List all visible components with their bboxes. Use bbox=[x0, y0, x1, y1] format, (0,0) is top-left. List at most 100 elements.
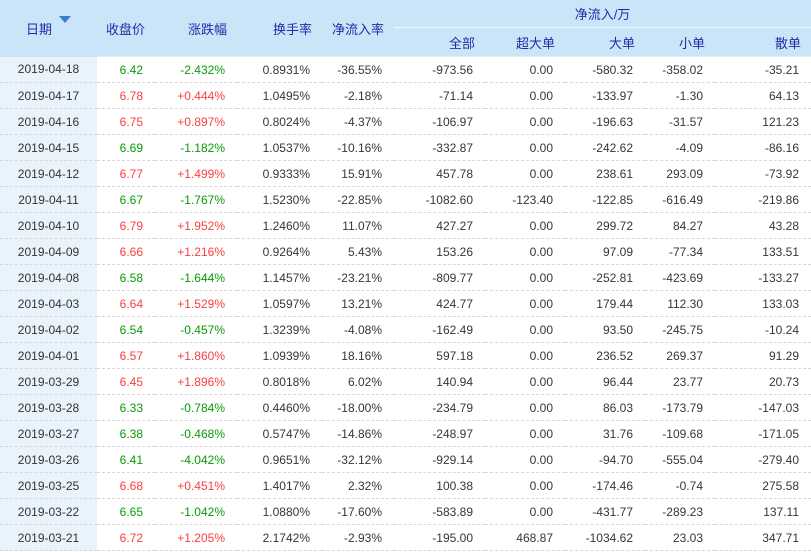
table-row: 2019-03-21 6.72 +1.205% 2.1742% -2.93% -… bbox=[0, 524, 811, 551]
change-percent-cell: -0.468% bbox=[155, 420, 237, 447]
date-cell: 2019-04-08 bbox=[0, 264, 97, 291]
change-percent-cell: -0.457% bbox=[155, 316, 237, 343]
close-price-cell: 6.57 bbox=[97, 342, 155, 369]
inflow-large-cell: -94.70 bbox=[565, 446, 645, 473]
inflow-all-cell: 457.78 bbox=[394, 160, 485, 187]
inflow-super-large-cell: 0.00 bbox=[485, 446, 565, 473]
inflow-retail-cell: -133.27 bbox=[715, 264, 811, 291]
net-inflow-rate-cell: -22.85% bbox=[322, 186, 394, 213]
inflow-small-cell: -1.30 bbox=[645, 82, 715, 109]
inflow-retail-cell: -147.03 bbox=[715, 394, 811, 421]
change-percent-cell: -1.767% bbox=[155, 186, 237, 213]
close-price-cell: 6.78 bbox=[97, 82, 155, 109]
change-percent-cell: +1.205% bbox=[155, 524, 237, 551]
inflow-large-cell: -174.46 bbox=[565, 472, 645, 499]
inflow-super-large-cell: 0.00 bbox=[485, 290, 565, 317]
date-cell: 2019-04-16 bbox=[0, 108, 97, 135]
date-cell: 2019-04-18 bbox=[0, 56, 97, 83]
inflow-retail-cell: -219.86 bbox=[715, 186, 811, 213]
header-net-inflow-group: 净流入/万 bbox=[394, 0, 811, 28]
turnover-rate-cell: 1.3239% bbox=[237, 316, 322, 343]
inflow-super-large-cell: 0.00 bbox=[485, 82, 565, 109]
close-price-cell: 6.75 bbox=[97, 108, 155, 135]
table-row: 2019-04-15 6.69 -1.182% 1.0537% -10.16% … bbox=[0, 134, 811, 161]
inflow-super-large-cell: 0.00 bbox=[485, 56, 565, 83]
inflow-retail-cell: 275.58 bbox=[715, 472, 811, 499]
inflow-all-cell: -583.89 bbox=[394, 498, 485, 525]
close-price-cell: 6.77 bbox=[97, 160, 155, 187]
date-cell: 2019-04-15 bbox=[0, 134, 97, 161]
change-percent-cell: +0.451% bbox=[155, 472, 237, 499]
header-inflow-super: 超大单 bbox=[485, 27, 565, 57]
net-inflow-rate-cell: 18.16% bbox=[322, 342, 394, 369]
turnover-rate-cell: 1.1457% bbox=[237, 264, 322, 291]
turnover-rate-cell: 1.0880% bbox=[237, 498, 322, 525]
header-inflow-retail: 散单 bbox=[715, 27, 811, 57]
inflow-retail-cell: 137.11 bbox=[715, 498, 811, 525]
inflow-super-large-cell: 0.00 bbox=[485, 264, 565, 291]
net-inflow-rate-cell: 5.43% bbox=[322, 238, 394, 265]
header-date-sort[interactable]: 日期 bbox=[0, 0, 97, 57]
inflow-large-cell: -122.85 bbox=[565, 186, 645, 213]
change-percent-cell: -1.042% bbox=[155, 498, 237, 525]
inflow-retail-cell: -279.40 bbox=[715, 446, 811, 473]
change-percent-cell: +1.896% bbox=[155, 368, 237, 395]
turnover-rate-cell: 0.9264% bbox=[237, 238, 322, 265]
date-cell: 2019-04-02 bbox=[0, 316, 97, 343]
net-inflow-rate-cell: -10.16% bbox=[322, 134, 394, 161]
close-price-cell: 6.58 bbox=[97, 264, 155, 291]
change-percent-cell: +1.499% bbox=[155, 160, 237, 187]
table-row: 2019-04-11 6.67 -1.767% 1.5230% -22.85% … bbox=[0, 186, 811, 213]
header-inflow-large: 大单 bbox=[565, 27, 645, 57]
inflow-large-cell: -242.62 bbox=[565, 134, 645, 161]
inflow-super-large-cell: 0.00 bbox=[485, 394, 565, 421]
inflow-super-large-cell: 0.00 bbox=[485, 342, 565, 369]
inflow-small-cell: -555.04 bbox=[645, 446, 715, 473]
inflow-super-large-cell: 0.00 bbox=[485, 420, 565, 447]
date-cell: 2019-03-28 bbox=[0, 394, 97, 421]
inflow-retail-cell: -73.92 bbox=[715, 160, 811, 187]
inflow-small-cell: -423.69 bbox=[645, 264, 715, 291]
change-percent-cell: -4.042% bbox=[155, 446, 237, 473]
close-price-cell: 6.66 bbox=[97, 238, 155, 265]
date-cell: 2019-03-22 bbox=[0, 498, 97, 525]
inflow-all-cell: 424.77 bbox=[394, 290, 485, 317]
inflow-super-large-cell: 0.00 bbox=[485, 238, 565, 265]
table-row: 2019-04-12 6.77 +1.499% 0.9333% 15.91% 4… bbox=[0, 160, 811, 187]
header-inflow-small: 小单 bbox=[645, 27, 715, 57]
inflow-all-cell: -929.14 bbox=[394, 446, 485, 473]
net-inflow-rate-cell: -14.86% bbox=[322, 420, 394, 447]
close-price-cell: 6.69 bbox=[97, 134, 155, 161]
table-row: 2019-04-10 6.79 +1.952% 1.2460% 11.07% 4… bbox=[0, 212, 811, 239]
table-row: 2019-04-16 6.75 +0.897% 0.8024% -4.37% -… bbox=[0, 108, 811, 135]
inflow-small-cell: 84.27 bbox=[645, 212, 715, 239]
inflow-large-cell: 86.03 bbox=[565, 394, 645, 421]
close-price-cell: 6.68 bbox=[97, 472, 155, 499]
net-inflow-rate-cell: -32.12% bbox=[322, 446, 394, 473]
inflow-retail-cell: -10.24 bbox=[715, 316, 811, 343]
inflow-all-cell: -1082.60 bbox=[394, 186, 485, 213]
close-price-cell: 6.41 bbox=[97, 446, 155, 473]
date-cell: 2019-03-29 bbox=[0, 368, 97, 395]
inflow-retail-cell: -171.05 bbox=[715, 420, 811, 447]
inflow-retail-cell: 133.51 bbox=[715, 238, 811, 265]
inflow-retail-cell: 133.03 bbox=[715, 290, 811, 317]
close-price-cell: 6.67 bbox=[97, 186, 155, 213]
turnover-rate-cell: 0.8931% bbox=[237, 56, 322, 83]
turnover-rate-cell: 0.5747% bbox=[237, 420, 322, 447]
inflow-all-cell: -248.97 bbox=[394, 420, 485, 447]
table-row: 2019-03-29 6.45 +1.896% 0.8018% 6.02% 14… bbox=[0, 368, 811, 395]
inflow-all-cell: -195.00 bbox=[394, 524, 485, 551]
date-cell: 2019-03-26 bbox=[0, 446, 97, 473]
inflow-large-cell: -252.81 bbox=[565, 264, 645, 291]
sort-desc-arrow-icon bbox=[59, 15, 71, 38]
date-cell: 2019-04-01 bbox=[0, 342, 97, 369]
inflow-super-large-cell: 0.00 bbox=[485, 472, 565, 499]
header-date-label: 日期 bbox=[25, 21, 52, 37]
inflow-super-large-cell: 0.00 bbox=[485, 134, 565, 161]
change-percent-cell: +1.216% bbox=[155, 238, 237, 265]
inflow-super-large-cell: 0.00 bbox=[485, 212, 565, 239]
inflow-small-cell: -289.23 bbox=[645, 498, 715, 525]
inflow-small-cell: -77.34 bbox=[645, 238, 715, 265]
table-body: 2019-04-18 6.42 -2.432% 0.8931% -36.55% … bbox=[0, 56, 811, 551]
